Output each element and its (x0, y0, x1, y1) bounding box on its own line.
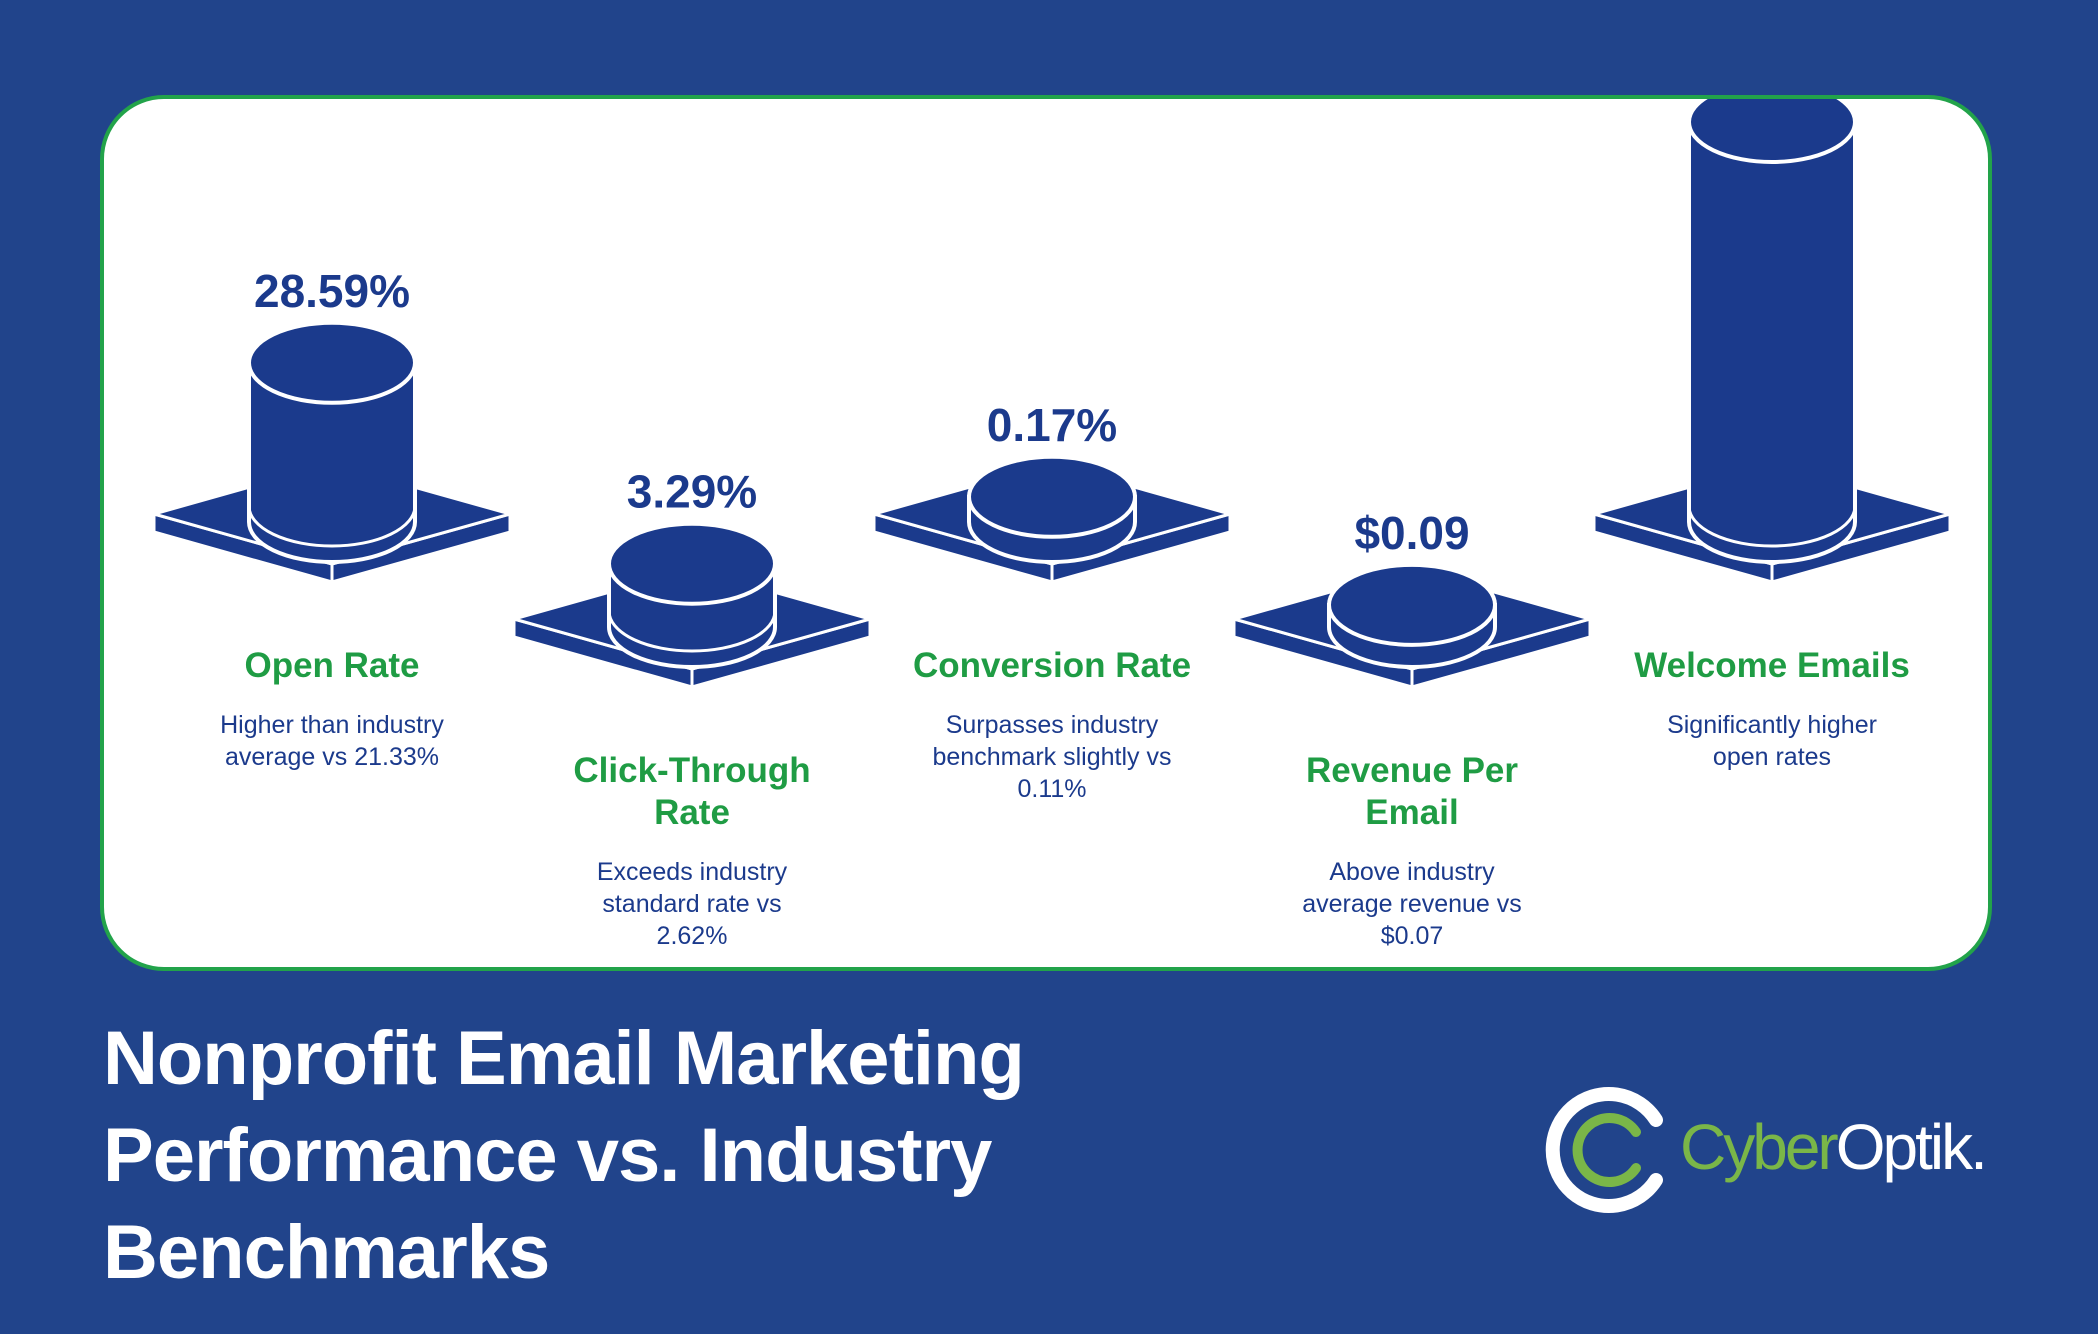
description-2: Surpasses industry (946, 711, 1159, 739)
description-4: Significantly higher (1667, 711, 1877, 739)
bar-group-0 (148, 320, 516, 584)
description-3: average revenue vs (1302, 890, 1522, 918)
bar-group-1 (508, 521, 876, 689)
bar-group-2 (868, 454, 1236, 584)
category-label-3: Revenue Per (1306, 751, 1518, 790)
value-label-1: 3.29% (627, 466, 757, 518)
title-line-2: Performance vs. Industry (103, 1113, 992, 1198)
bar-top-4 (1687, 99, 1857, 164)
description-1: standard rate vs (602, 890, 781, 918)
description-2: 0.11% (1017, 775, 1086, 803)
category-label-1: Click-Through (573, 751, 810, 790)
bar-base-ring-0 (247, 505, 417, 548)
description-3: $0.07 (1381, 922, 1444, 950)
chart-svg: 28.59% Open Rate Higher than industry avera… (148, 99, 1956, 950)
title-line-3: Benchmarks (103, 1210, 550, 1295)
title-line-1: Nonprofit Email Marketing (103, 1016, 1025, 1101)
description-1: 2.62% (657, 922, 728, 950)
bar-4 (1687, 120, 1857, 564)
description-0: average vs 21.33% (225, 743, 439, 771)
bar-base-ring-1 (607, 610, 777, 653)
page-title: Nonprofit Email Marketing Performance vs… (103, 1010, 1203, 1301)
bar-top-3 (1327, 562, 1497, 647)
description-3: Above industry (1329, 858, 1495, 886)
description-4: open rates (1713, 743, 1831, 771)
bar-top-0 (247, 320, 417, 405)
cyberoptik-logo: CyberOptik. (1540, 1080, 2010, 1220)
category-label-0: Open Rate (244, 646, 419, 685)
category-label-3: Email (1365, 793, 1458, 832)
description-2: benchmark slightly vs (933, 743, 1172, 771)
logo-wordmark: CyberOptik. (1680, 1110, 1988, 1184)
category-label-4: Welcome Emails (1634, 646, 1910, 685)
chart-card: 28.59% Open Rate Higher than industry avera… (100, 95, 1992, 971)
category-label-1: Rate (654, 793, 730, 832)
bar-top-1 (607, 521, 777, 606)
bar-0 (247, 360, 417, 564)
description-1: Exceeds industry (597, 858, 788, 886)
logo-text-optik: Optik. (1835, 1111, 1988, 1183)
value-label-0: 28.59% (254, 265, 410, 317)
logo-text-cyber: Cyber (1680, 1111, 1839, 1183)
bar-top-2 (967, 454, 1137, 539)
value-label-2: 0.17% (987, 399, 1117, 451)
value-label-3: $0.09 (1354, 507, 1469, 559)
bar-group-3 (1228, 562, 1596, 689)
bar-base-ring-4 (1687, 505, 1857, 548)
category-label-2: Conversion Rate (913, 646, 1191, 685)
logo-ring-icon (1545, 1087, 1663, 1213)
description-0: Higher than industry (220, 711, 444, 739)
bar-group-4 (1588, 99, 1956, 584)
